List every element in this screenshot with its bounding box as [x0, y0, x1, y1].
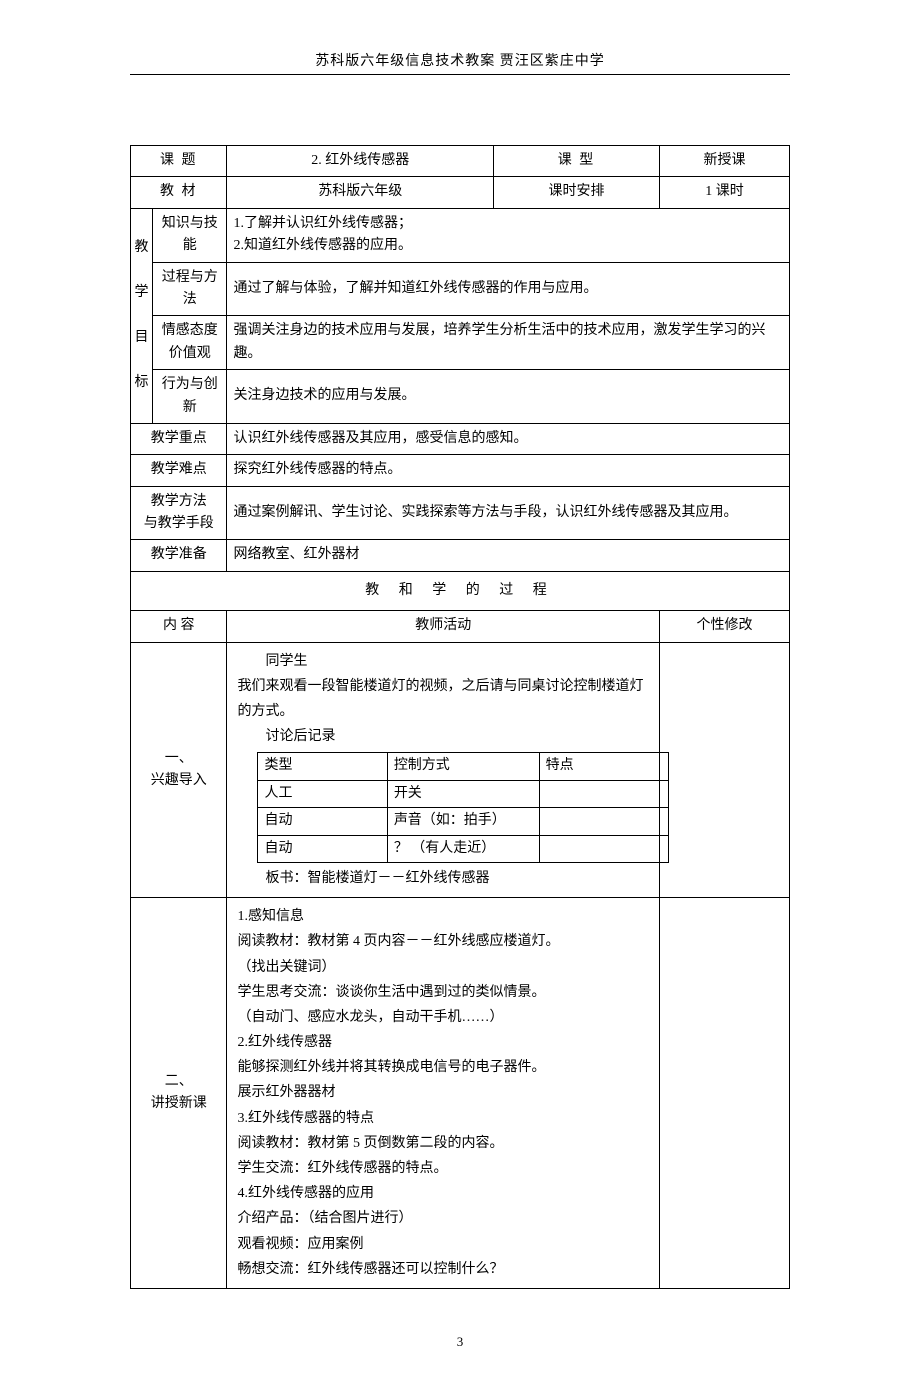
inner-cell: 自动: [258, 835, 387, 862]
s2-line: 介绍产品：（结合图片进行）: [237, 1206, 649, 1231]
objectives-vertical-label: 教 学 目 标: [131, 208, 153, 423]
s1-footer: 板书：智能楼道灯－－红外线传感器: [237, 866, 649, 891]
s2-line: 学生思考交流：谈谈你生活中遇到过的类似情景。: [237, 980, 649, 1005]
material-value: 苏科版六年级: [227, 177, 493, 208]
inner-row: 自动 ？ （有人走近）: [258, 835, 669, 862]
inner-cell: 人工: [258, 780, 387, 807]
table-row: 情感态度 价值观 强调关注身边的技术应用与发展，培养学生分析生活中的技术应用，激…: [131, 316, 790, 370]
inner-cell: [539, 808, 668, 835]
s2-line: 4.红外线传感器的应用: [237, 1181, 649, 1206]
kp-label: 教学方法 与教学手段: [131, 486, 227, 540]
inner-cell: [539, 835, 668, 862]
page-number: 3: [130, 1334, 790, 1350]
s2-line: 3.红外线传感器的特点: [237, 1106, 649, 1131]
table-row: 教 学 目 标 知识与技能 1.了解并认识红外线传感器； 2.知道红外线传感器的…: [131, 208, 790, 262]
inner-row: 类型 控制方式 特点: [258, 753, 669, 780]
vert-char: 目: [135, 330, 149, 345]
inner-cell: 类型: [258, 753, 387, 780]
table-row: 二、 讲授新课 1.感知信息 阅读教材：教材第 4 页内容－－红外线感应楼道灯。…: [131, 898, 790, 1289]
topic-value: 2. 红外线传感器: [227, 146, 493, 177]
table-row: 行为与创新 关注身边技术的应用与发展。: [131, 370, 790, 424]
s2-line: 阅读教材：教材第 4 页内容－－红外线感应楼道灯。: [237, 929, 649, 954]
table-row: 课 题 2. 红外线传感器 课 型 新授课: [131, 146, 790, 177]
s2-line: 畅想交流：红外线传感器还可以控制什么？: [237, 1257, 649, 1282]
table-row: 一、 兴趣导入 同学生 我们来观看一段智能楼道灯的视频，之后请与同桌讨论控制楼道…: [131, 642, 790, 898]
inner-cell: 特点: [539, 753, 668, 780]
obj-label: 行为与创新: [153, 370, 227, 424]
s2-line: 展示红外器器材: [237, 1080, 649, 1105]
table-row: 内 容 教师活动 个性修改: [131, 611, 790, 642]
s2-line: 观看视频：应用案例: [237, 1232, 649, 1257]
section2-notes: [660, 898, 790, 1289]
schedule-value: 1 课时: [660, 177, 790, 208]
obj-content: 关注身边技术的应用与发展。: [227, 370, 790, 424]
s1-line: 我们来观看一段智能楼道灯的视频，之后请与同桌讨论控制楼道灯的方式。: [237, 674, 649, 724]
inner-row: 人工 开关: [258, 780, 669, 807]
process-header: 教 和 学 的 过 程: [131, 571, 790, 610]
s2-line: 阅读教材：教材第 5 页倒数第二段的内容。: [237, 1131, 649, 1156]
table-row: 教学准备 网络教室、红外器材: [131, 540, 790, 571]
table-row: 教学难点 探究红外线传感器的特点。: [131, 455, 790, 486]
obj-label: 情感态度 价值观: [153, 316, 227, 370]
process-col-1: 内 容: [131, 611, 227, 642]
obj-label: 过程与方法: [153, 262, 227, 316]
material-label: 教 材: [131, 177, 227, 208]
inner-cell: 控制方式: [387, 753, 539, 780]
obj-label: 知识与技能: [153, 208, 227, 262]
kp-content: 网络教室、红外器材: [227, 540, 790, 571]
section1-content: 同学生 我们来观看一段智能楼道灯的视频，之后请与同桌讨论控制楼道灯的方式。 讨论…: [227, 642, 660, 898]
inner-cell: 开关: [387, 780, 539, 807]
obj-content: 强调关注身边的技术应用与发展，培养学生分析生活中的技术应用，激发学生学习的兴趣。: [227, 316, 790, 370]
inner-cell: 自动: [258, 808, 387, 835]
schedule-label: 课时安排: [493, 177, 659, 208]
header-divider: [130, 74, 790, 75]
table-row: 教学方法 与教学手段 通过案例解讯、学生讨论、实践探索等方法与手段，认识红外线传…: [131, 486, 790, 540]
s2-line: 2.红外线传感器: [237, 1030, 649, 1055]
type-value: 新授课: [660, 146, 790, 177]
type-label: 课 型: [493, 146, 659, 177]
section1-label: 一、 兴趣导入: [131, 642, 227, 898]
inner-cell: 声音（如：拍手）: [387, 808, 539, 835]
s2-line: 1.感知信息: [237, 904, 649, 929]
obj-content: 通过了解与体验，了解并知道红外线传感器的作用与应用。: [227, 262, 790, 316]
inner-discussion-table: 类型 控制方式 特点 人工 开关 自动 声音（如：拍手） 自动 ？ （有人走近）: [257, 752, 669, 863]
topic-label: 课 题: [131, 146, 227, 177]
s2-line: （找出关键词）: [237, 955, 649, 980]
s2-line: 能够探测红外线并将其转换成电信号的电子器件。: [237, 1055, 649, 1080]
vert-char: 学: [135, 285, 149, 300]
table-row: 教 材 苏科版六年级 课时安排 1 课时: [131, 177, 790, 208]
section2-content: 1.感知信息 阅读教材：教材第 4 页内容－－红外线感应楼道灯。 （找出关键词）…: [227, 898, 660, 1289]
inner-row: 自动 声音（如：拍手）: [258, 808, 669, 835]
kp-content: 通过案例解讯、学生讨论、实践探索等方法与手段，认识红外线传感器及其应用。: [227, 486, 790, 540]
kp-content: 探究红外线传感器的特点。: [227, 455, 790, 486]
s2-line: 学生交流：红外线传感器的特点。: [237, 1156, 649, 1181]
kp-label: 教学准备: [131, 540, 227, 571]
s1-line: 同学生: [237, 649, 649, 674]
kp-label: 教学重点: [131, 423, 227, 454]
kp-content: 认识红外线传感器及其应用，感受信息的感知。: [227, 423, 790, 454]
inner-cell: ？ （有人走近）: [387, 835, 539, 862]
table-row: 教 和 学 的 过 程: [131, 571, 790, 610]
obj-content: 1.了解并认识红外线传感器； 2.知道红外线传感器的应用。: [227, 208, 790, 262]
table-row: 过程与方法 通过了解与体验，了解并知道红外线传感器的作用与应用。: [131, 262, 790, 316]
vert-char: 教: [135, 240, 149, 255]
process-col-3: 个性修改: [660, 611, 790, 642]
page-header: 苏科版六年级信息技术教案 贾汪区紫庄中学: [130, 50, 790, 70]
s1-line: 讨论后记录: [237, 724, 649, 749]
lesson-plan-table: 课 题 2. 红外线传感器 课 型 新授课 教 材 苏科版六年级 课时安排 1 …: [130, 145, 790, 1289]
section1-notes: [660, 642, 790, 898]
vert-char: 标: [135, 375, 149, 390]
section2-label: 二、 讲授新课: [131, 898, 227, 1289]
table-row: 教学重点 认识红外线传感器及其应用，感受信息的感知。: [131, 423, 790, 454]
kp-label: 教学难点: [131, 455, 227, 486]
process-col-2: 教师活动: [227, 611, 660, 642]
s2-line: （自动门、感应水龙头，自动干手机……）: [237, 1005, 649, 1030]
inner-cell: [539, 780, 668, 807]
